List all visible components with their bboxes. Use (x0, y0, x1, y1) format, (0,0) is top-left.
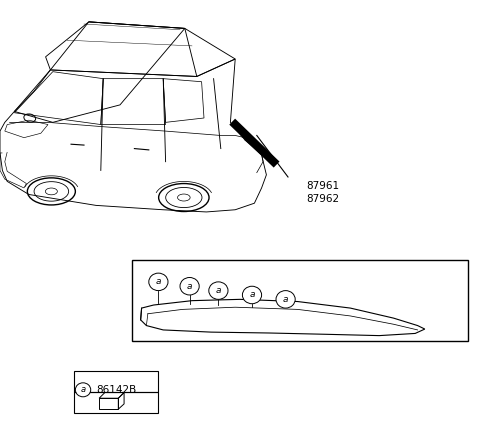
Text: a: a (249, 291, 255, 299)
Text: 87961: 87961 (306, 181, 339, 191)
Circle shape (180, 277, 199, 295)
Text: a: a (187, 282, 192, 291)
Circle shape (209, 282, 228, 299)
Circle shape (276, 291, 295, 308)
Text: a: a (283, 295, 288, 304)
Text: a: a (156, 277, 161, 286)
Text: a: a (216, 286, 221, 295)
Circle shape (149, 273, 168, 291)
Text: a: a (81, 385, 85, 394)
Text: 86142B: 86142B (96, 385, 136, 395)
Circle shape (242, 286, 262, 304)
Circle shape (75, 383, 91, 397)
Text: 87962: 87962 (306, 194, 339, 204)
